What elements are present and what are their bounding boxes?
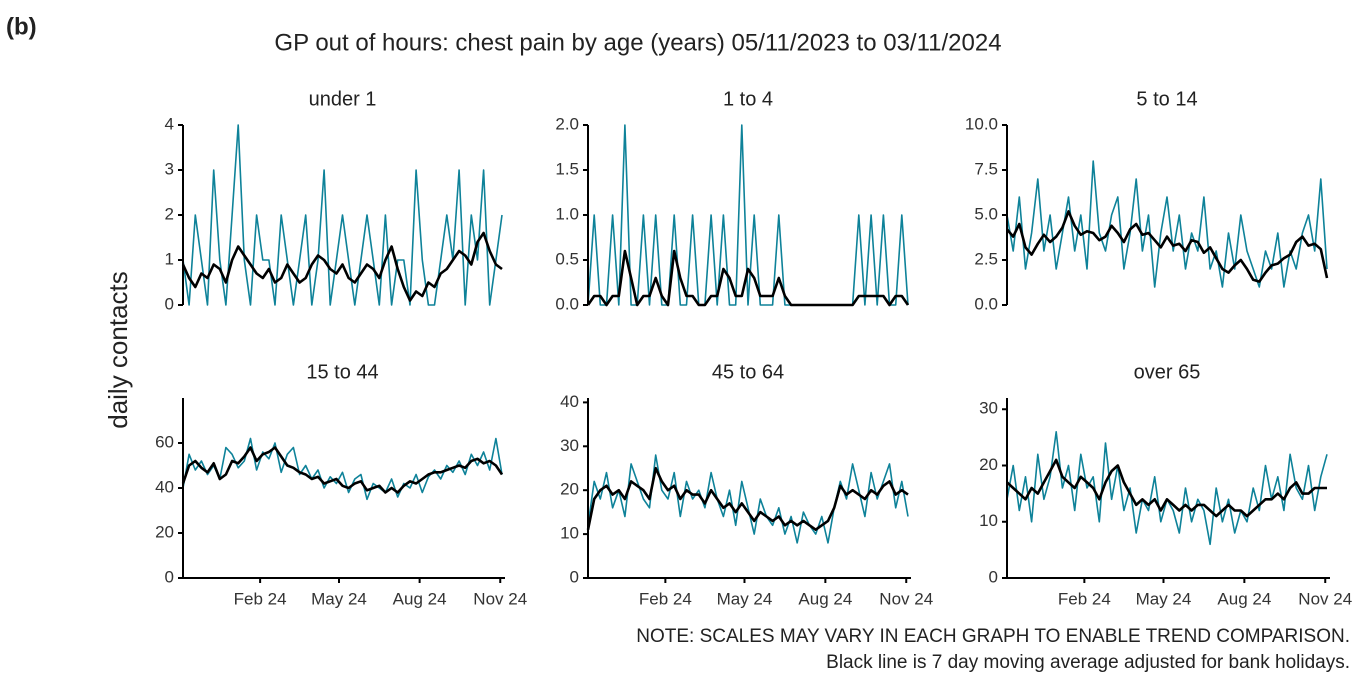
y-tick-label: 2.5 bbox=[974, 249, 998, 268]
series-line bbox=[587, 454, 909, 544]
note: NOTE: SCALES MAY VARY IN EACH GRAPH TO E… bbox=[636, 626, 1350, 647]
series-line bbox=[1006, 210, 1329, 283]
x-tick-label: May 24 bbox=[717, 589, 773, 608]
y-axis-label: daily contacts bbox=[103, 271, 133, 429]
series-line bbox=[181, 231, 503, 302]
y-tick-label: 0.5 bbox=[555, 249, 579, 268]
panel-title: over 65 bbox=[1134, 361, 1201, 383]
series-line bbox=[586, 466, 909, 531]
y-tick-label: 0 bbox=[570, 567, 579, 586]
y-tick-label: 40 bbox=[560, 392, 579, 411]
y-tick-label: 1 bbox=[165, 249, 174, 268]
series-line bbox=[587, 124, 909, 306]
series-line bbox=[1006, 458, 1327, 518]
y-tick-label: 10.0 bbox=[965, 114, 998, 133]
x-tick-label: May 24 bbox=[311, 589, 367, 608]
y-tick-label: 0 bbox=[165, 567, 174, 586]
x-tick-label: Nov 24 bbox=[1298, 589, 1352, 608]
x-tick-label: Aug 24 bbox=[1217, 589, 1271, 608]
x-tick-label: Aug 24 bbox=[393, 589, 447, 608]
series-line bbox=[1006, 160, 1328, 288]
panel-label: (b) bbox=[6, 13, 37, 40]
y-tick-label: 3 bbox=[165, 159, 174, 178]
x-tick-label: May 24 bbox=[1136, 589, 1192, 608]
y-tick-label: 20 bbox=[155, 522, 174, 541]
x-tick-label: Nov 24 bbox=[879, 589, 933, 608]
series-line bbox=[181, 446, 504, 494]
series-line bbox=[182, 124, 503, 306]
y-tick-label: 0.0 bbox=[555, 294, 579, 313]
x-tick-label: Feb 24 bbox=[639, 589, 692, 608]
figure-title: GP out of hours: chest pain by age (year… bbox=[274, 29, 1001, 56]
y-tick-label: 1.0 bbox=[555, 204, 579, 223]
y-tick-label: 5.0 bbox=[974, 204, 998, 223]
x-tick-label: Feb 24 bbox=[234, 589, 287, 608]
y-tick-label: 0 bbox=[165, 294, 174, 313]
series-line bbox=[182, 437, 503, 501]
y-tick-label: 10 bbox=[560, 524, 579, 543]
y-tick-label: 40 bbox=[155, 477, 174, 496]
panel-title: under 1 bbox=[309, 88, 377, 110]
y-tick-label: 0.0 bbox=[974, 294, 998, 313]
series-line bbox=[586, 249, 910, 307]
y-tick-label: 4 bbox=[165, 114, 174, 133]
y-tick-label: 2 bbox=[165, 204, 174, 223]
y-tick-label: 1.5 bbox=[555, 159, 579, 178]
y-tick-label: 10 bbox=[979, 511, 998, 530]
panel-title: 1 to 4 bbox=[723, 88, 773, 110]
y-tick-label: 30 bbox=[560, 436, 579, 455]
x-tick-label: Aug 24 bbox=[798, 589, 852, 608]
panel-title: 5 to 14 bbox=[1136, 88, 1197, 110]
y-tick-label: 20 bbox=[979, 455, 998, 474]
note: Black line is 7 day moving average adjus… bbox=[826, 652, 1350, 673]
y-tick-label: 2.0 bbox=[555, 114, 579, 133]
series-line bbox=[1006, 431, 1328, 546]
panel-title: 45 to 64 bbox=[712, 361, 784, 383]
y-tick-label: 30 bbox=[979, 399, 998, 418]
panel-title: 15 to 44 bbox=[306, 361, 378, 383]
y-tick-label: 20 bbox=[560, 480, 579, 499]
y-tick-label: 7.5 bbox=[974, 159, 998, 178]
x-tick-label: Feb 24 bbox=[1058, 589, 1111, 608]
y-tick-label: 60 bbox=[155, 432, 174, 451]
x-tick-label: Nov 24 bbox=[473, 589, 527, 608]
y-tick-label: 0 bbox=[989, 567, 998, 586]
